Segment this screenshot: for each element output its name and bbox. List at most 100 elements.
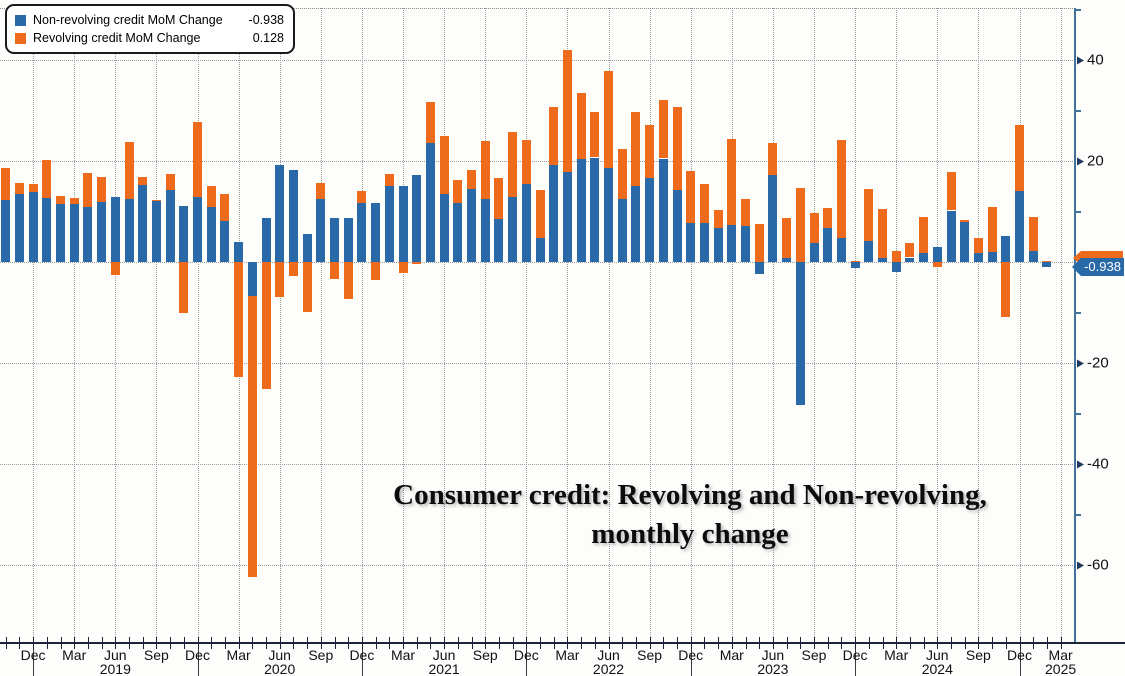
bar-segment-nonrevolving[interactable] (302, 233, 312, 262)
bar-segment-revolving[interactable] (1, 168, 11, 201)
bar-segment-nonrevolving[interactable] (247, 262, 257, 297)
bar-segment-revolving[interactable] (371, 262, 381, 280)
bar-segment-revolving[interactable] (83, 173, 93, 207)
bar-segment-revolving[interactable] (151, 199, 161, 202)
bar-segment-revolving[interactable] (1042, 261, 1052, 262)
bar-segment-revolving[interactable] (809, 212, 819, 243)
bar-segment-nonrevolving[interactable] (645, 177, 655, 262)
bar-segment-nonrevolving[interactable] (946, 210, 956, 262)
bar-segment-revolving[interactable] (275, 262, 285, 298)
bar-segment-revolving[interactable] (521, 140, 531, 184)
legend-row-nonrevolving[interactable]: Non-revolving credit MoM Change -0.938 (15, 11, 284, 29)
bar-segment-nonrevolving[interactable] (576, 159, 586, 262)
bar-segment-nonrevolving[interactable] (1015, 191, 1024, 262)
bar-segment-revolving[interactable] (494, 177, 504, 220)
bar-segment-nonrevolving[interactable] (439, 193, 449, 262)
bar-segment-revolving[interactable] (165, 173, 175, 191)
bar-segment-nonrevolving[interactable] (987, 252, 997, 262)
bar-segment-revolving[interactable] (919, 217, 929, 253)
bar-segment-nonrevolving[interactable] (864, 241, 874, 262)
bar-segment-revolving[interactable] (56, 196, 65, 204)
legend-row-revolving[interactable]: Revolving credit MoM Change 0.128 (15, 29, 284, 47)
bar-segment-revolving[interactable] (549, 106, 559, 165)
bar-segment-revolving[interactable] (864, 188, 874, 242)
bar-segment-nonrevolving[interactable] (535, 237, 545, 262)
bar-segment-nonrevolving[interactable] (371, 202, 381, 262)
bar-segment-revolving[interactable] (179, 262, 189, 313)
bar-segment-nonrevolving[interactable] (1001, 235, 1011, 262)
bar-segment-revolving[interactable] (960, 220, 970, 223)
bar-segment-revolving[interactable] (110, 262, 120, 275)
bar-segment-revolving[interactable] (28, 183, 38, 192)
bar-segment-nonrevolving[interactable] (494, 219, 504, 262)
bar-segment-revolving[interactable] (138, 177, 148, 185)
bar-segment-revolving[interactable] (1015, 124, 1024, 192)
bar-segment-nonrevolving[interactable] (782, 258, 792, 262)
bar-segment-revolving[interactable] (905, 242, 915, 258)
bar-segment-nonrevolving[interactable] (549, 164, 559, 262)
bar-segment-revolving[interactable] (357, 191, 367, 203)
bar-segment-nonrevolving[interactable] (83, 207, 93, 262)
bar-segment-nonrevolving[interactable] (658, 158, 668, 262)
bar-segment-nonrevolving[interactable] (932, 247, 942, 262)
bar-segment-nonrevolving[interactable] (343, 218, 353, 262)
bar-segment-nonrevolving[interactable] (960, 222, 970, 262)
bar-segment-revolving[interactable] (453, 180, 463, 203)
bar-segment-nonrevolving[interactable] (754, 262, 764, 275)
bar-segment-revolving[interactable] (727, 138, 737, 225)
bar-segment-revolving[interactable] (699, 183, 709, 224)
bar-segment-revolving[interactable] (891, 251, 901, 262)
bar-segment-revolving[interactable] (795, 187, 805, 262)
bar-segment-revolving[interactable] (741, 199, 750, 226)
bar-segment-nonrevolving[interactable] (138, 184, 148, 262)
bar-segment-nonrevolving[interactable] (398, 186, 408, 263)
bar-segment-nonrevolving[interactable] (412, 174, 422, 262)
bar-segment-nonrevolving[interactable] (42, 197, 52, 262)
bar-segment-revolving[interactable] (14, 182, 24, 194)
bar-segment-nonrevolving[interactable] (795, 262, 805, 406)
bar-segment-nonrevolving[interactable] (288, 169, 298, 262)
bar-segment-revolving[interactable] (576, 92, 586, 159)
bar-segment-revolving[interactable] (1028, 216, 1038, 252)
bar-segment-nonrevolving[interactable] (1028, 251, 1038, 262)
bar-segment-nonrevolving[interactable] (741, 225, 750, 262)
bar-segment-nonrevolving[interactable] (56, 203, 65, 262)
bar-segment-revolving[interactable] (1001, 262, 1011, 317)
bar-segment-nonrevolving[interactable] (275, 164, 285, 262)
bar-segment-revolving[interactable] (768, 142, 778, 175)
bar-segment-nonrevolving[interactable] (521, 183, 531, 262)
bar-segment-revolving[interactable] (288, 262, 298, 276)
bar-segment-nonrevolving[interactable] (699, 223, 709, 262)
bar-segment-revolving[interactable] (686, 170, 696, 224)
bar-segment-revolving[interactable] (124, 141, 134, 199)
bar-segment-revolving[interactable] (645, 125, 655, 178)
bar-segment-revolving[interactable] (467, 170, 476, 189)
bar-segment-nonrevolving[interactable] (809, 242, 819, 262)
bar-segment-nonrevolving[interactable] (330, 218, 339, 262)
bar-segment-revolving[interactable] (973, 237, 983, 253)
bar-segment-nonrevolving[interactable] (97, 202, 107, 262)
bar-segment-nonrevolving[interactable] (357, 202, 367, 262)
bar-segment-nonrevolving[interactable] (124, 198, 134, 262)
bar-segment-nonrevolving[interactable] (891, 262, 901, 273)
bar-segment-nonrevolving[interactable] (28, 191, 38, 262)
bar-segment-revolving[interactable] (69, 197, 79, 204)
bar-segment-revolving[interactable] (590, 112, 600, 158)
bar-segment-nonrevolving[interactable] (590, 157, 600, 262)
bar-segment-nonrevolving[interactable] (604, 168, 613, 262)
bar-segment-revolving[interactable] (439, 135, 449, 194)
bar-segment-nonrevolving[interactable] (110, 196, 120, 262)
bar-segment-revolving[interactable] (562, 50, 572, 173)
bar-segment-revolving[interactable] (234, 262, 244, 378)
bar-segment-nonrevolving[interactable] (713, 227, 723, 262)
bar-segment-nonrevolving[interactable] (467, 188, 476, 262)
bar-segment-nonrevolving[interactable] (69, 203, 79, 262)
bar-segment-nonrevolving[interactable] (234, 242, 244, 262)
bar-segment-revolving[interactable] (823, 208, 833, 228)
bar-segment-nonrevolving[interactable] (878, 258, 887, 262)
bar-segment-revolving[interactable] (932, 262, 942, 267)
bar-segment-nonrevolving[interactable] (316, 198, 326, 262)
bar-segment-nonrevolving[interactable] (1, 200, 11, 262)
bar-segment-revolving[interactable] (193, 121, 202, 198)
bar-segment-nonrevolving[interactable] (617, 198, 627, 262)
